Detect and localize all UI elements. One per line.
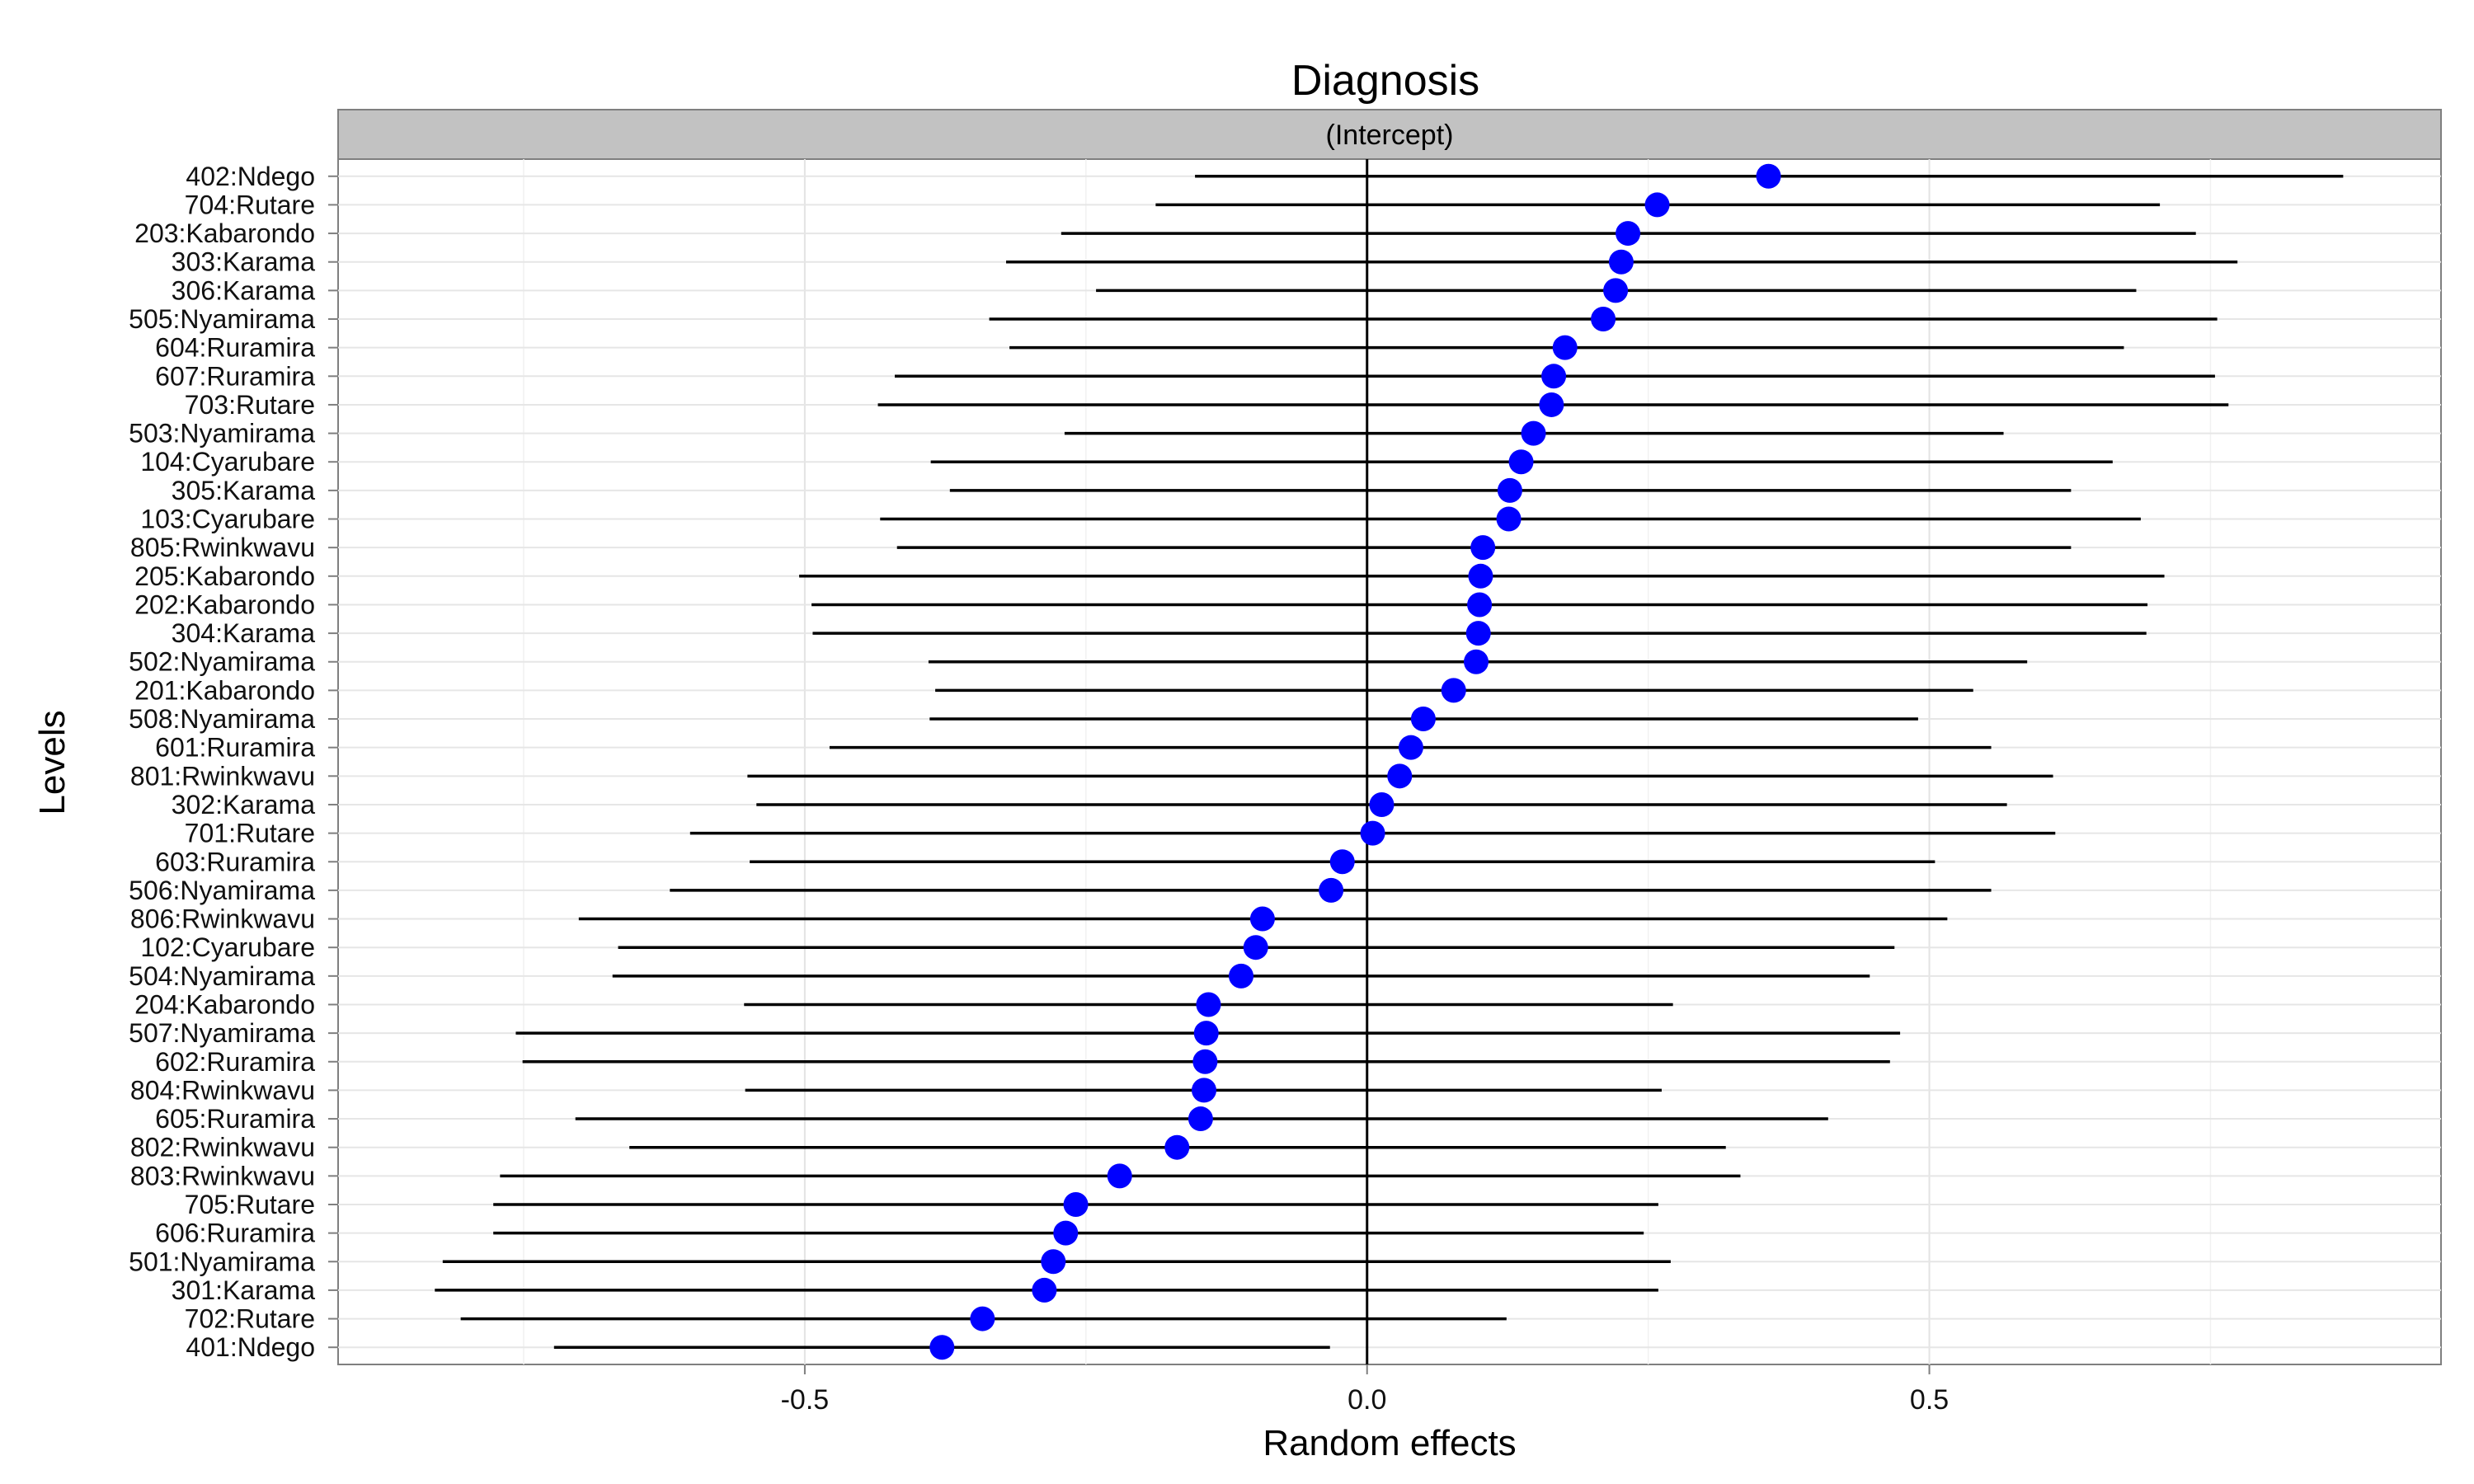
y-tick-label: 602:Ruramira xyxy=(155,1047,315,1077)
y-tick-label: 203:Kabarondo xyxy=(134,218,315,248)
y-tick-label: 104:Cyarubare xyxy=(140,447,315,477)
y-tick-label: 506:Nyamirama xyxy=(129,876,315,905)
y-tick-label: 507:Nyamirama xyxy=(129,1018,315,1048)
estimate-point xyxy=(1164,1134,1190,1160)
facet-strip xyxy=(337,109,2442,160)
estimate-point xyxy=(1441,678,1466,703)
estimate-point xyxy=(1603,278,1629,303)
estimate-point xyxy=(1521,420,1546,446)
y-tick-label: 605:Ruramira xyxy=(155,1104,315,1134)
estimate-point xyxy=(1387,763,1413,789)
y-axis-tick-labels: 402:Ndego704:Rutare203:Kabarondo303:Kara… xyxy=(129,162,338,1362)
estimate-point xyxy=(1608,249,1634,275)
estimate-point xyxy=(1369,791,1395,817)
estimate-point xyxy=(1541,364,1567,389)
estimate-point xyxy=(1193,1021,1219,1046)
y-tick-label: 402:Ndego xyxy=(186,162,315,191)
y-tick-label: 303:Karama xyxy=(172,247,316,277)
y-tick-label: 501:Nyamirama xyxy=(129,1247,315,1276)
x-axis-tick-labels: -0.5 0.0 0.5 xyxy=(781,1364,1949,1416)
y-tick-label: 702:Rutare xyxy=(185,1304,315,1334)
y-tick-label: 601:Ruramira xyxy=(155,733,315,763)
estimate-point xyxy=(1465,621,1491,646)
estimate-points xyxy=(929,163,1781,1360)
estimate-point xyxy=(1063,1191,1089,1217)
x-tick-label: -0.5 xyxy=(781,1384,830,1416)
y-tick-label: 103:Cyarubare xyxy=(140,505,315,534)
y-tick-label: 806:Rwinkwavu xyxy=(130,904,315,934)
y-tick-label: 306:Karama xyxy=(172,275,316,305)
y-tick-label: 202:Kabarondo xyxy=(134,589,315,619)
y-tick-label: 604:Ruramira xyxy=(155,333,315,363)
y-tick-label: 508:Nyamirama xyxy=(129,704,315,734)
y-tick-label: 503:Nyamirama xyxy=(129,419,315,448)
y-tick-label: 803:Rwinkwavu xyxy=(130,1161,315,1190)
estimate-point xyxy=(1644,192,1670,218)
y-tick-label: 603:Ruramira xyxy=(155,847,315,876)
estimate-point xyxy=(1053,1220,1079,1246)
x-axis-title: Random effects xyxy=(1263,1423,1516,1463)
estimate-point xyxy=(1229,963,1253,989)
estimate-point xyxy=(1616,221,1641,247)
y-tick-label: 703:Rutare xyxy=(185,390,315,420)
y-tick-label: 401:Ndego xyxy=(186,1332,315,1362)
estimate-point xyxy=(1468,563,1493,589)
y-tick-label: 801:Rwinkwavu xyxy=(130,761,315,791)
y-tick-label: 805:Rwinkwavu xyxy=(130,533,315,562)
estimate-point xyxy=(1041,1249,1066,1275)
x-tick-label: 0.5 xyxy=(1910,1384,1949,1416)
estimate-point xyxy=(1188,1106,1213,1132)
estimate-point xyxy=(1467,592,1493,618)
y-tick-label: 802:Rwinkwavu xyxy=(130,1133,315,1162)
estimate-point xyxy=(1552,335,1578,360)
estimate-point xyxy=(1032,1277,1057,1303)
y-tick-label: 301:Karama xyxy=(172,1275,316,1305)
y-tick-label: 701:Rutare xyxy=(185,819,315,848)
estimate-point xyxy=(1107,1163,1132,1189)
x-tick-label: 0.0 xyxy=(1348,1384,1386,1416)
estimate-point xyxy=(1243,935,1268,960)
estimate-point xyxy=(929,1335,955,1360)
estimate-point xyxy=(1508,449,1534,475)
estimate-point xyxy=(1192,1078,1216,1103)
y-tick-label: 304:Karama xyxy=(172,618,316,648)
estimate-point xyxy=(1192,1049,1218,1074)
estimate-point xyxy=(1496,506,1522,532)
y-tick-label: 704:Rutare xyxy=(185,190,315,219)
y-tick-label: 705:Rutare xyxy=(185,1190,315,1219)
facet-strip-label: (Intercept) xyxy=(1326,120,1454,151)
estimate-point xyxy=(1497,477,1522,503)
y-tick-label: 205:Kabarondo xyxy=(134,561,315,591)
y-tick-label: 504:Nyamirama xyxy=(129,961,315,991)
y-tick-label: 502:Nyamirama xyxy=(129,647,315,677)
estimate-point xyxy=(1539,392,1564,417)
estimate-point xyxy=(1410,707,1436,732)
y-tick-label: 204:Kabarondo xyxy=(134,989,315,1019)
y-tick-label: 102:Cyarubare xyxy=(140,932,315,962)
y-tick-label: 305:Karama xyxy=(172,476,316,505)
estimate-point xyxy=(1329,849,1355,875)
estimate-point xyxy=(1319,877,1344,903)
y-tick-label: 505:Nyamirama xyxy=(129,304,315,334)
estimate-point xyxy=(1470,535,1496,561)
y-tick-label: 201:Kabarondo xyxy=(134,675,315,705)
estimate-point xyxy=(1756,163,1781,189)
y-tick-label: 607:Ruramira xyxy=(155,361,315,391)
estimate-point xyxy=(1360,820,1385,846)
y-tick-label: 804:Rwinkwavu xyxy=(130,1075,315,1105)
estimate-point xyxy=(1398,735,1423,760)
estimate-point xyxy=(1591,307,1616,332)
estimate-point xyxy=(970,1306,995,1331)
y-tick-label: 302:Karama xyxy=(172,790,316,819)
y-axis-title: Levels xyxy=(32,710,73,815)
plot-panel xyxy=(337,158,2442,1365)
estimate-point xyxy=(1249,906,1275,932)
y-tick-label: 606:Ruramira xyxy=(155,1219,315,1248)
estimate-point xyxy=(1464,649,1489,674)
estimate-point xyxy=(1196,992,1221,1017)
chart-title: Diagnosis xyxy=(1291,57,1479,105)
